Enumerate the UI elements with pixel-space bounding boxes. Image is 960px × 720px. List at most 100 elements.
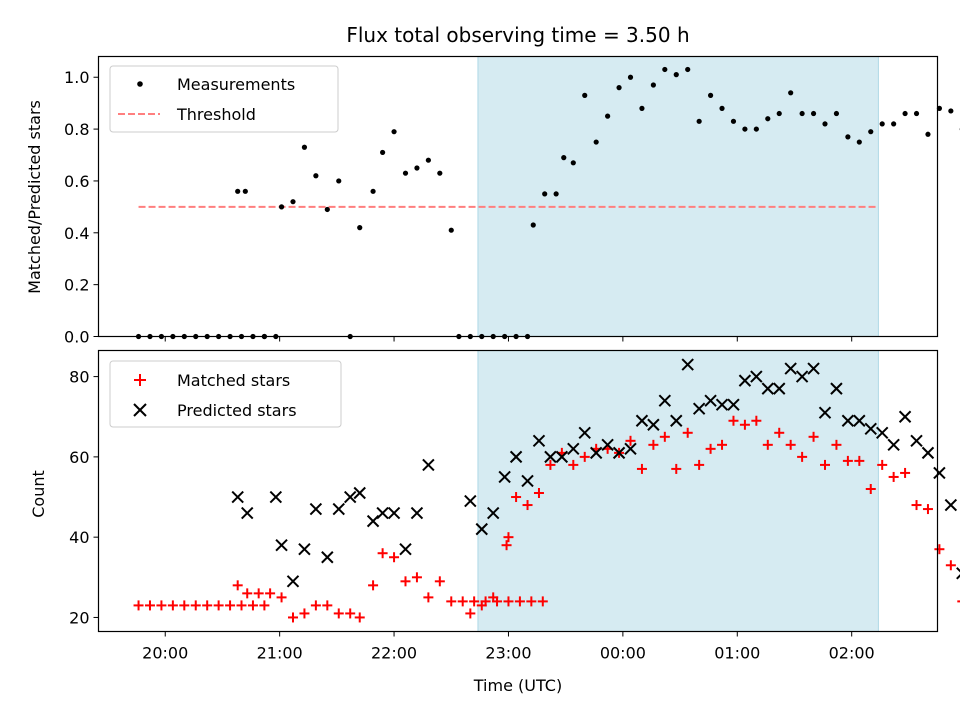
legend-box xyxy=(109,360,342,428)
matched-star-point xyxy=(368,580,379,591)
x-axis-ticks: 20:00 21:00 22:00 23:00 00:00 01:00 02:00 xyxy=(142,631,875,663)
matched-star-point xyxy=(526,596,537,607)
measurement-point xyxy=(799,110,805,117)
predicted-star-point xyxy=(475,522,488,536)
measurement-point xyxy=(542,191,548,197)
matched-star-point xyxy=(501,540,512,551)
predicted-star-point xyxy=(727,398,740,411)
plot-frame xyxy=(97,349,939,633)
matched-star-point xyxy=(945,560,956,571)
legend-marker-measurements xyxy=(137,81,143,87)
x-tick-label: 21:00 xyxy=(257,644,303,663)
matched-star-point xyxy=(751,415,762,426)
predicted-star-point xyxy=(422,458,435,472)
measurement-point xyxy=(856,139,862,145)
measurement-point xyxy=(301,144,308,150)
predicted-star-point xyxy=(410,506,424,520)
measurement-point xyxy=(290,199,296,205)
matched-star-point xyxy=(671,463,682,474)
shaded-region xyxy=(477,56,879,337)
matched-star-point xyxy=(728,415,739,426)
predicted-star-point xyxy=(612,446,626,460)
measurement-point xyxy=(639,105,645,111)
measurement-point xyxy=(425,157,431,163)
measurement-point xyxy=(719,105,725,111)
matched-star-point xyxy=(333,608,344,619)
predicted-star-point xyxy=(795,370,809,383)
shaded-observing-window xyxy=(477,56,879,337)
predicted-star-point xyxy=(750,370,763,383)
predicted-stars-layer xyxy=(231,358,960,588)
predicted-star-point xyxy=(635,414,649,427)
measurement-point xyxy=(810,110,817,117)
y-tick-label: 0.6 xyxy=(64,172,89,191)
predicted-star-point xyxy=(692,402,706,415)
measurement-point xyxy=(570,160,576,166)
matched-star-point xyxy=(694,459,705,470)
matched-star-point xyxy=(922,504,933,515)
predicted-star-point xyxy=(715,398,729,411)
legend-label-threshold: Threshold xyxy=(176,105,256,124)
predicted-star-point xyxy=(921,446,935,460)
matched-star-point xyxy=(762,439,773,450)
predicted-star-point xyxy=(738,374,752,387)
matched-star-point xyxy=(625,435,636,446)
measurement-point xyxy=(553,191,559,197)
y-tick-label: 1.0 xyxy=(64,68,89,87)
y-tick-label: 80 xyxy=(69,368,89,387)
predicted-star-point xyxy=(464,494,477,508)
y-tick-label: 0.8 xyxy=(64,120,89,139)
measurement-point xyxy=(879,121,885,127)
chart-title: Flux total observing time = 3.50 h xyxy=(346,23,689,47)
matched-star-point xyxy=(389,552,400,563)
matched-star-point xyxy=(682,427,693,438)
matched-star-point xyxy=(400,576,411,587)
predicted-star-point xyxy=(353,486,366,500)
matched-star-point xyxy=(144,600,155,611)
predicted-star-point xyxy=(601,438,614,452)
predicted-star-point xyxy=(658,394,672,407)
measurement-point xyxy=(530,222,536,228)
matched-star-point xyxy=(354,612,365,623)
measurement-point xyxy=(925,131,931,137)
measurement-point xyxy=(788,90,794,96)
y-axis-label: Count xyxy=(29,470,48,518)
matched-star-point xyxy=(133,600,144,611)
measurement-point xyxy=(948,108,954,114)
predicted-star-point xyxy=(567,442,580,456)
legend-label-predicted-stars: Predicted stars xyxy=(177,401,297,420)
matched-star-point xyxy=(934,544,945,555)
predicted-star-point xyxy=(681,358,694,371)
matched-star-point xyxy=(423,592,434,603)
predicted-star-point xyxy=(933,466,946,480)
predicted-star-point xyxy=(818,406,832,419)
matched-star-point xyxy=(511,492,522,503)
matched-star-point xyxy=(888,471,899,482)
matched-star-point xyxy=(785,439,796,450)
measurement-point xyxy=(380,149,386,156)
y-axis-ticks: 20 40 60 80 xyxy=(69,368,99,627)
predicted-star-point xyxy=(532,434,546,448)
measurement-point xyxy=(696,118,702,124)
measurement-point xyxy=(605,113,611,119)
shaded-region xyxy=(477,350,879,632)
predicted-star-point xyxy=(773,382,786,395)
shaded-observing-window xyxy=(477,350,879,632)
predicted-star-point xyxy=(578,426,591,439)
matched-star-point xyxy=(717,439,728,450)
predicted-star-point xyxy=(555,450,569,464)
predicted-star-point xyxy=(521,474,534,488)
matched-star-point xyxy=(190,600,201,611)
x-tick-label: 20:00 xyxy=(142,644,188,663)
matched-star-point xyxy=(287,612,298,623)
measurement-point xyxy=(891,121,897,127)
bottom-panel: 20 40 60 80 20:00 21:00 22:00 23:00 00:00 01:00 0… xyxy=(29,349,960,695)
matched-star-point xyxy=(808,431,819,442)
predicted-star-point xyxy=(784,362,797,375)
matched-star-point xyxy=(659,431,670,442)
predicted-star-point xyxy=(589,446,603,460)
predicted-star-point xyxy=(399,543,412,556)
matched-star-point xyxy=(865,483,876,494)
measurement-point xyxy=(742,126,748,132)
